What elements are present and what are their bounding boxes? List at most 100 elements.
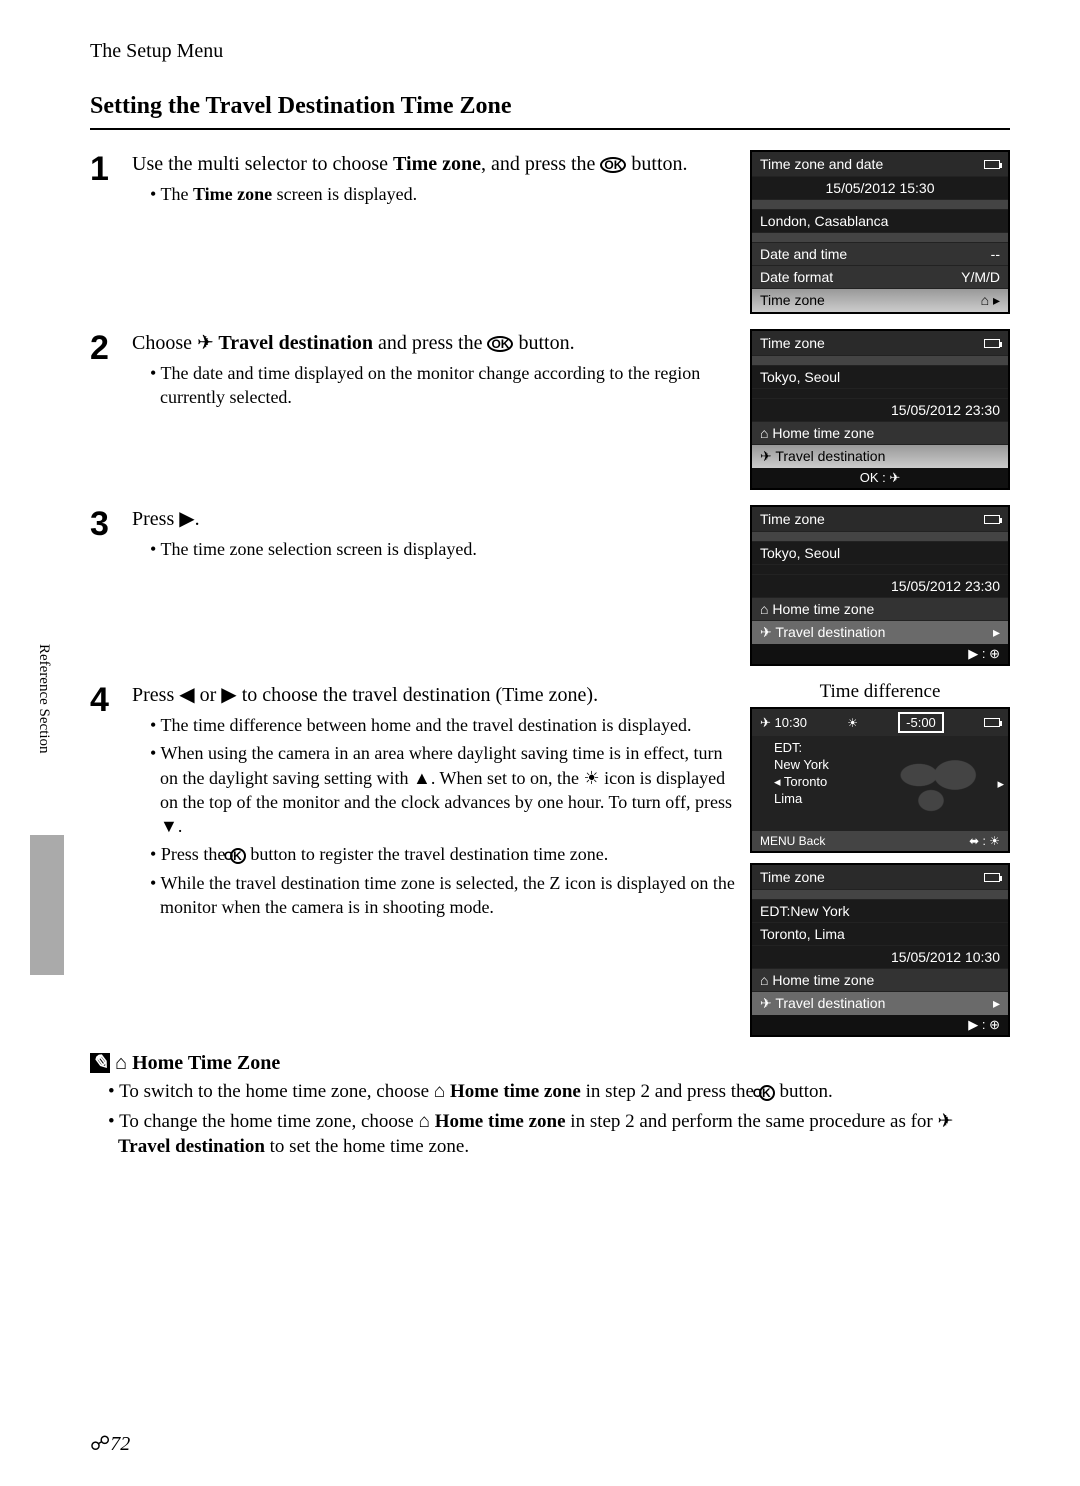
map-label: Time difference	[750, 681, 1010, 703]
nb1d: button.	[775, 1081, 833, 1102]
step-1: 1 Use the multi selector to choose Time …	[90, 150, 1010, 314]
screen-3: Time zone Tokyo, Seoul 15/05/2012 23:30 …	[750, 505, 1010, 666]
s4-ta: Press	[132, 684, 179, 706]
sc1-title: Time zone and date	[760, 156, 883, 172]
s2-tb: Travel destination	[214, 332, 373, 354]
world-map-icon	[883, 741, 1003, 826]
sc5-title: Time zone	[760, 869, 825, 885]
sc5-foot: ▶ : ⊕	[752, 1015, 1008, 1035]
nb1b: Home time zone	[445, 1081, 581, 1102]
s2-tc: and press the	[373, 332, 487, 354]
ok-icon: OK	[230, 848, 246, 864]
map-c4: Lima	[774, 791, 829, 808]
right-caret: ▸	[997, 776, 1004, 792]
pencil-icon: ✎	[90, 1053, 110, 1073]
step-number: 2	[90, 329, 128, 368]
nb2a: To change the home time zone, choose	[119, 1111, 418, 1132]
map-diff: -5:00	[898, 712, 944, 733]
ok-icon: OK	[600, 157, 626, 173]
s2-b1: The date and time displayed on the monit…	[150, 361, 735, 410]
page-num-val: 72	[110, 1433, 130, 1455]
sc5-date: 15/05/2012 10:30	[891, 949, 1000, 965]
map-icons: ⬌ : ☀	[969, 834, 1000, 848]
step1-text: Use the multi selector to choose	[132, 153, 393, 175]
sc3-foot: ▶ : ⊕	[752, 644, 1008, 664]
map-c3: Toronto	[784, 774, 827, 789]
s3-ta: Press	[132, 508, 179, 530]
home-icon: ⌂	[418, 1111, 429, 1132]
sc3-date: 15/05/2012 23:30	[891, 578, 1000, 594]
sc1-r1v: --	[991, 246, 1000, 262]
map-c2: New York	[774, 757, 829, 774]
nb1c: in step 2 and press the	[581, 1081, 759, 1102]
battery-icon	[984, 515, 1000, 524]
sc2-r1: ⌂ Home time zone	[760, 425, 874, 441]
sc2-r2: ✈ Travel destination	[760, 448, 885, 465]
s1-b1c: screen is displayed.	[272, 184, 417, 204]
screen-1: Time zone and date 15/05/2012 15:30 Lond…	[750, 150, 1010, 314]
right-icon: ▶	[221, 684, 236, 706]
home-icon: ⌂	[434, 1081, 445, 1102]
sc3-title: Time zone	[760, 511, 825, 527]
s4-b3a: Press the	[161, 844, 230, 864]
battery-icon	[984, 160, 1000, 169]
note-home-timezone: ✎ ⌂ Home Time Zone To switch to the home…	[90, 1052, 1010, 1160]
sc2-foot: OK : ✈	[752, 468, 1008, 488]
sc3-r1: ⌂ Home time zone	[760, 601, 874, 617]
title-rule	[90, 128, 1010, 130]
sc5-r2v: ▸	[993, 995, 1000, 1012]
s2-ta: Choose	[132, 332, 197, 354]
side-tab-bar	[30, 835, 64, 975]
s4-b4a: While the travel destination time zone i…	[160, 873, 549, 893]
step1-bold: Time zone	[393, 153, 481, 175]
sc2-city: Tokyo, Seoul	[760, 369, 840, 385]
step-3: 3 Press ▶. The time zone selection scree…	[90, 505, 1010, 666]
left-icon: ◀	[179, 684, 194, 706]
s4-tb: or	[195, 684, 222, 706]
section-title: Setting the Travel Destination Time Zone	[90, 93, 1010, 120]
battery-icon	[984, 718, 1000, 727]
nb2e: to set the home time zone.	[265, 1136, 469, 1157]
s4-b2b: . When set to on, the	[431, 768, 584, 788]
sc3-r2v: ▸	[993, 624, 1000, 641]
sc5-r2: ✈ Travel destination	[760, 995, 885, 1012]
sc3-city: Tokyo, Seoul	[760, 545, 840, 561]
sc2-title: Time zone	[760, 335, 825, 351]
home-icon: ⌂	[115, 1052, 127, 1074]
sc5-city1: EDT:New York	[760, 903, 849, 919]
screen-2: Time zone Tokyo, Seoul 15/05/2012 23:30 …	[750, 329, 1010, 490]
s1-b1b: Time zone	[193, 184, 272, 204]
map-c1: EDT:	[774, 740, 829, 757]
nb2d: Travel destination	[118, 1136, 265, 1157]
z-icon: Z	[549, 873, 560, 893]
s3-tb: .	[195, 508, 200, 530]
step-2: 2 Choose ✈ Travel destination and press …	[90, 329, 1010, 490]
sc1-date: 15/05/2012 15:30	[826, 180, 935, 196]
s4-tc: to choose the travel destination (Time z…	[237, 684, 598, 706]
sun-icon: ☀	[847, 716, 858, 730]
side-tab-text: Reference Section	[35, 640, 52, 754]
sc5-r1: ⌂ Home time zone	[760, 972, 874, 988]
nb2c: in step 2 and perform the same procedure…	[566, 1111, 938, 1132]
screen-4: Time difference ✈ 10:30 ☀ -5:00 EDT: New…	[750, 681, 1010, 1037]
s4-b3b: button to register the travel destinatio…	[246, 844, 608, 864]
up-icon: ▲	[413, 768, 431, 788]
nb1a: To switch to the home time zone, choose	[119, 1081, 434, 1102]
plane-icon: ✈	[197, 332, 214, 354]
page-header: The Setup Menu	[90, 40, 1010, 63]
step-number: 1	[90, 150, 128, 189]
map-back: MENU Back	[760, 834, 825, 848]
note-title-text: Home Time Zone	[132, 1052, 280, 1074]
down-icon: ▼	[160, 816, 178, 836]
step1-textd: button.	[626, 153, 687, 175]
s1-b1a: The	[160, 184, 192, 204]
step-number: 4	[90, 681, 128, 720]
ok-icon: OK	[487, 336, 513, 352]
step-4: 4 Press ◀ or ▶ to choose the travel dest…	[90, 681, 1010, 1037]
sc1-r3: Time zone	[760, 292, 825, 309]
map-time: ✈ 10:30	[760, 715, 807, 731]
battery-icon	[984, 873, 1000, 882]
sc1-r2: Date format	[760, 269, 833, 285]
step-number: 3	[90, 505, 128, 544]
sun-icon: ☀	[583, 768, 599, 788]
